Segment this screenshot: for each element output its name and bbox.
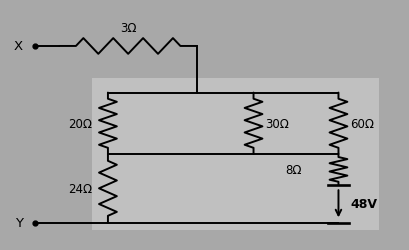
Text: Y: Y <box>15 216 23 229</box>
Text: 8Ω: 8Ω <box>285 163 301 176</box>
Text: 60Ω: 60Ω <box>350 117 374 130</box>
Text: X: X <box>14 40 23 53</box>
Text: 48V: 48V <box>350 198 377 210</box>
Text: 20Ω: 20Ω <box>67 117 92 130</box>
Text: 30Ω: 30Ω <box>265 117 289 130</box>
FancyBboxPatch shape <box>92 78 378 230</box>
Text: 24Ω: 24Ω <box>67 182 92 195</box>
Text: 3Ω: 3Ω <box>119 22 136 35</box>
